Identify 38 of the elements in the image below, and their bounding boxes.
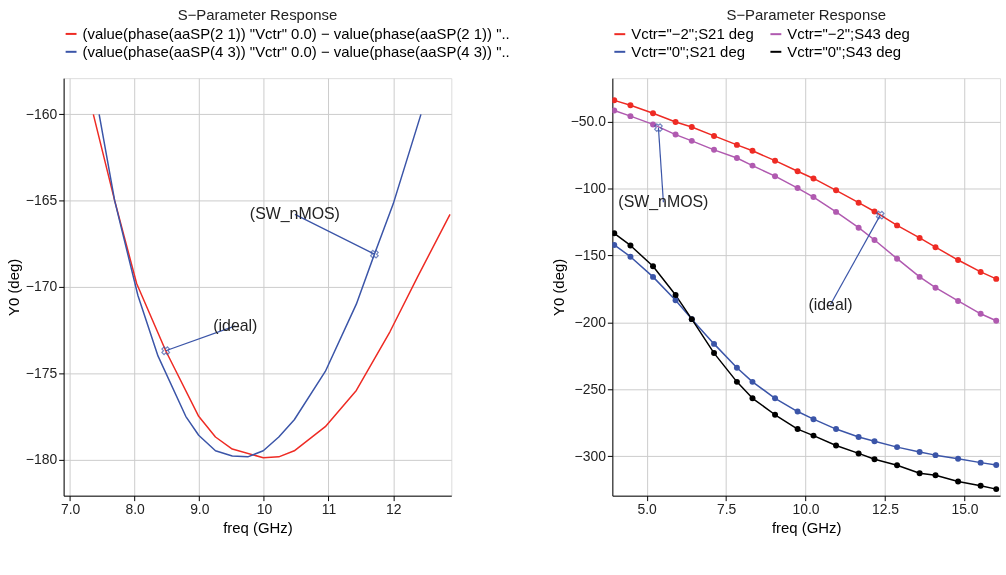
y-tick-label: −180 <box>25 450 58 467</box>
x-tick-label: 12.5 <box>871 501 900 518</box>
y-tick-label: −170 <box>25 278 58 295</box>
legend-label: (value(phase(aaSP(4 3)) "Vctr" 0.0) − value(phase(aaSP(4 3)) ".. <box>82 43 510 60</box>
x-tick-label: 9.0 <box>190 501 210 518</box>
y-tick-label: −50.0 <box>570 113 607 130</box>
annotation: (SW_nMOS) <box>618 193 709 212</box>
y-tick-label: −150 <box>574 246 607 263</box>
y-tick-label: −175 <box>25 364 58 381</box>
legend-label: (value(phase(aaSP(2 1)) "Vctr" 0.0) − value(phase(aaSP(2 1)) ".. <box>82 25 510 42</box>
annotation: (ideal) <box>808 295 853 313</box>
x-axis-title: freq (GHz) <box>223 519 293 536</box>
annotation: (ideal) <box>213 316 258 334</box>
x-tick-label: 11 <box>321 501 337 518</box>
x-tick-label: 7.0 <box>60 501 81 518</box>
x-tick-label: 10.0 <box>792 501 820 518</box>
x-tick-label: 10 <box>256 501 273 518</box>
x-tick-label: 5.0 <box>637 501 658 518</box>
y-tick-label: −300 <box>574 447 607 464</box>
x-tick-label: 12 <box>385 501 402 518</box>
chart-title: S−Parameter Response <box>726 6 886 23</box>
chart-title: S−Parameter Response <box>177 6 338 23</box>
y-tick-label: −165 <box>25 192 58 209</box>
x-axis-title: freq (GHz) <box>771 519 842 536</box>
y-tick-label: −200 <box>574 313 607 330</box>
legend-label: Vctr="−2";S43 deg <box>787 26 910 43</box>
y-axis-title: Y0 (deg) <box>550 258 567 316</box>
legend-label: Vctr="0";S21 deg <box>631 43 745 60</box>
legend-label: Vctr="−2";S21 deg <box>631 26 754 43</box>
y-tick-label: −100 <box>574 180 607 197</box>
x-tick-label: 7.5 <box>716 501 737 518</box>
y-axis-title: Y0 (deg) <box>5 258 22 316</box>
x-tick-label: 8.0 <box>125 501 146 518</box>
y-tick-label: −160 <box>25 105 58 122</box>
y-tick-label: −250 <box>574 380 607 397</box>
x-tick-label: 15.0 <box>951 501 979 518</box>
legend-label: Vctr="0";S43 deg <box>787 43 902 60</box>
annotation: (SW_nMOS) <box>249 205 340 224</box>
